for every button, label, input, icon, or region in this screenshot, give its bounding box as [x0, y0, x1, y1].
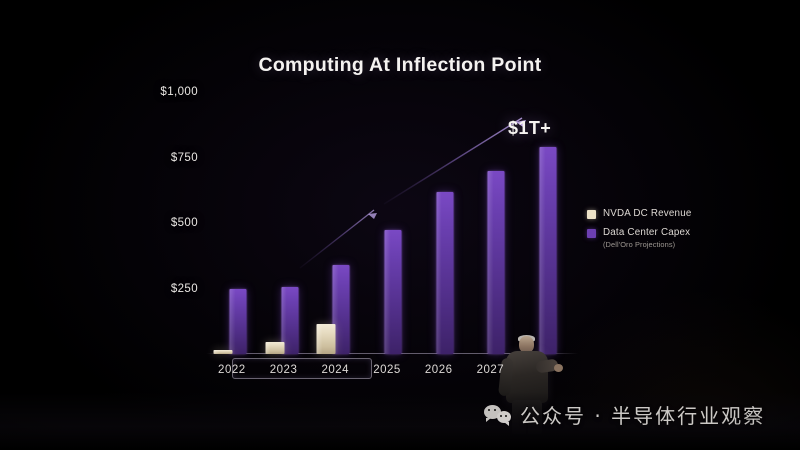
legend-label-capex: Data Center Capex (Dell'Oro Projections) — [603, 227, 690, 250]
x-axis-tick-2024: 2024 — [321, 364, 350, 376]
wechat-icon — [484, 404, 511, 426]
capex-swatch-icon — [587, 229, 596, 238]
y-axis-tick-label: $1,000 — [160, 86, 198, 98]
bar-nvda-2022 — [213, 350, 233, 354]
y-axis-tick-label: $750 — [170, 151, 198, 164]
bar-capex-2025 — [384, 229, 402, 355]
x-axis-tick-2026: 2026 — [424, 364, 453, 376]
presenter-hand — [554, 364, 563, 372]
nvda-swatch-icon — [587, 210, 596, 219]
bar-capex-2027 — [487, 170, 505, 355]
bar-capex-2028 — [539, 147, 557, 354]
wechat-dot — [505, 415, 508, 418]
bar-capex-2022 — [229, 288, 247, 354]
callout-1t-plus: $1T+ — [508, 118, 552, 138]
legend-label-capex-text: Data Center Capex — [603, 227, 691, 238]
x-axis-tick-2027: 2027 — [476, 364, 505, 376]
legend-item-data-center-capex: Data Center Capex (Dell'Oro Projections) — [587, 227, 707, 250]
page-title: Computing At Inflection Point — [258, 54, 542, 76]
bar-capex-2026 — [436, 191, 454, 355]
wechat-dot — [494, 409, 497, 412]
bar-nvda-2024 — [316, 323, 336, 355]
x-axis-tick-2023: 2023 — [269, 364, 298, 376]
x-axis-tick-2022: 2022 — [218, 364, 246, 376]
bar-nvda-2023 — [265, 341, 285, 355]
watermark-text: 公众号 · 半导体行业观察 — [520, 404, 766, 428]
legend-label-nvda: NVDA DC Revenue — [603, 208, 692, 219]
wechat-dot — [488, 409, 491, 412]
legend-item-nvda-dc-revenue: NVDA DC Revenue — [587, 208, 707, 220]
highlight-box-2022-2024 — [232, 358, 372, 379]
x-axis-tick-2025: 2025 — [373, 364, 401, 376]
presenter-torso — [506, 351, 548, 403]
y-axis-tick-label: $250 — [170, 282, 198, 295]
chart-legend: NVDA DC Revenue Data Center Capex (Dell'… — [587, 208, 707, 257]
wechat-bubble-small — [497, 411, 511, 426]
wechat-dot — [500, 415, 503, 418]
watermark: 公众号 · 半导体行业观察 — [484, 400, 765, 429]
legend-sublabel-capex: (Dell'Oro Projections) — [603, 240, 676, 249]
y-axis-tick-label: $500 — [170, 217, 198, 229]
